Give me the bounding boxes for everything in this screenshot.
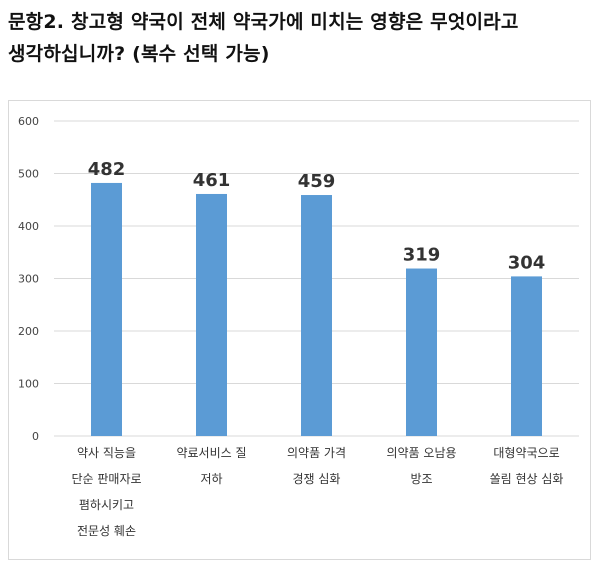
x-category-label: 대형약국으로 xyxy=(493,445,559,460)
data-label: 459 xyxy=(298,171,336,192)
y-tick-label: 300 xyxy=(18,273,39,286)
x-category-label: 의약품 가격 xyxy=(287,445,346,460)
question-line-2: 생각하십니까? (복수 선택 가능) xyxy=(8,43,270,65)
y-tick-label: 400 xyxy=(18,220,39,233)
data-label: 482 xyxy=(88,159,126,180)
x-category-label: 경쟁 심화 xyxy=(293,472,341,486)
question-text: 문항2. 창고형 약국이 전체 약국가에 미치는 영향은 무엇이라고 생각하십니… xyxy=(8,6,594,70)
x-category-label: 약사 직능을 xyxy=(77,445,136,460)
x-category-label: 단순 판매자로 xyxy=(71,472,141,486)
data-label: 461 xyxy=(193,170,231,191)
x-category-label: 방조 xyxy=(410,472,432,486)
bar xyxy=(196,193,227,436)
y-tick-label: 100 xyxy=(18,378,39,391)
x-category-label: 전문성 훼손 xyxy=(77,524,136,538)
y-tick-label: 200 xyxy=(18,325,39,338)
y-tick-label: 600 xyxy=(18,115,39,128)
y-tick-label: 0 xyxy=(32,430,39,443)
bar xyxy=(511,276,542,436)
bar xyxy=(91,182,122,436)
x-category-label: 폄하시키고 xyxy=(79,498,134,512)
question-line-1: 문항2. 창고형 약국이 전체 약국가에 미치는 영향은 무엇이라고 xyxy=(8,11,519,33)
bar xyxy=(406,268,437,436)
x-category-label: 저하 xyxy=(200,472,222,486)
x-category-label: 약료서비스 질 xyxy=(176,445,246,460)
x-category-label: 쏠림 현상 심화 xyxy=(490,472,564,486)
data-label: 304 xyxy=(508,252,546,273)
bar xyxy=(301,195,332,436)
data-label: 319 xyxy=(403,245,441,266)
y-tick-label: 500 xyxy=(18,168,39,181)
x-category-label: 의약품 오남용 xyxy=(386,445,456,460)
